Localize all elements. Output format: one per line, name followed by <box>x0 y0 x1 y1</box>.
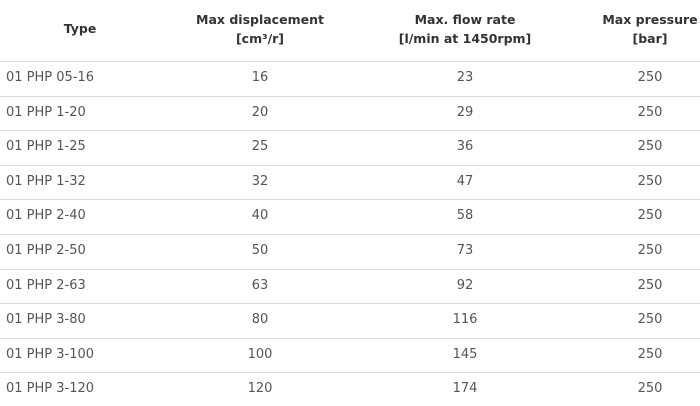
row-separator <box>0 268 700 270</box>
value-cell: 250 <box>637 346 663 362</box>
value-cell: 120 <box>247 381 273 397</box>
value-cell: 20 <box>251 104 269 120</box>
value-cell: 32 <box>251 173 269 189</box>
value-cell: 174 <box>452 381 478 397</box>
header-cell: [bar] <box>632 31 668 46</box>
value-cell: 250 <box>637 312 663 328</box>
header-cell: [cm³/r] <box>235 31 285 46</box>
type-cell: 01 PHP 3-120 <box>6 381 95 397</box>
value-cell: 40 <box>251 208 269 224</box>
row-separator <box>0 199 700 201</box>
type-cell: 01 PHP 1-25 <box>6 139 86 155</box>
value-cell: 250 <box>637 208 663 224</box>
row-separator <box>0 130 700 132</box>
row-separator <box>0 372 700 374</box>
value-cell: 116 <box>452 312 478 328</box>
value-cell: 250 <box>637 173 663 189</box>
header-cell: [l/min at 1450rpm] <box>398 31 532 46</box>
value-cell: 145 <box>452 346 478 362</box>
type-cell: 01 PHP 1-32 <box>6 173 86 189</box>
value-cell: 58 <box>456 208 474 224</box>
value-cell: 250 <box>637 243 663 258</box>
value-cell: 80 <box>251 312 269 328</box>
value-cell: 250 <box>637 277 663 293</box>
value-cell: 250 <box>637 381 663 397</box>
value-cell: 50 <box>251 243 269 258</box>
value-cell: 100 <box>247 346 273 362</box>
row-separator <box>0 303 700 305</box>
type-cell: 01 PHP 1-20 <box>6 104 86 120</box>
row-separator <box>0 234 700 235</box>
row-separator <box>0 164 700 166</box>
row-separator <box>0 337 700 339</box>
header-cell: Max. flow rate <box>414 12 516 27</box>
row-separator <box>0 95 700 97</box>
type-cell: 01 PHP 2-63 <box>6 277 86 293</box>
value-cell: 23 <box>456 70 474 85</box>
value-cell: 250 <box>637 139 663 155</box>
type-cell: 01 PHP 2-40 <box>6 208 86 224</box>
type-cell: 01 PHP 05-16 <box>6 70 95 85</box>
value-cell: 36 <box>456 139 474 155</box>
header-cell: Type <box>63 21 97 36</box>
value-cell: 250 <box>637 104 663 120</box>
row-separator <box>0 61 700 62</box>
header-cell: Max pressure <box>602 12 698 27</box>
value-cell: 25 <box>251 139 269 155</box>
type-cell: 01 PHP 2-50 <box>6 243 86 258</box>
type-cell: 01 PHP 3-80 <box>6 312 86 328</box>
value-cell: 63 <box>251 277 269 293</box>
header-cell: Max displacement <box>196 12 324 27</box>
value-cell: 250 <box>637 70 663 85</box>
type-cell: 01 PHP 3-100 <box>6 346 95 362</box>
value-cell: 92 <box>456 277 474 293</box>
value-cell: 16 <box>251 70 269 85</box>
value-cell: 73 <box>456 243 474 258</box>
value-cell: 29 <box>456 104 474 120</box>
value-cell: 47 <box>456 173 474 189</box>
